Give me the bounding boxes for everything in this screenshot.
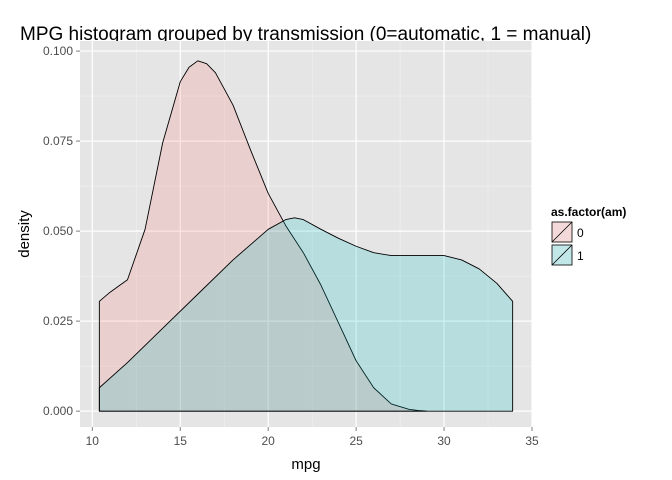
y-tick-label: 0.025 bbox=[43, 314, 73, 328]
y-axis-label: density bbox=[16, 210, 33, 258]
density-areas bbox=[98, 60, 514, 412]
legend-key-slash-1 bbox=[551, 244, 573, 266]
x-tick-label: 30 bbox=[437, 434, 451, 448]
legend-title: as.factor(am) bbox=[551, 205, 626, 219]
x-tick-label: 20 bbox=[262, 434, 276, 448]
y-tick-label: 0.075 bbox=[43, 134, 73, 148]
legend-label-1: 1 bbox=[577, 249, 584, 263]
legend: as.factor(am) 0 1 bbox=[550, 205, 626, 267]
x-tick-label: 15 bbox=[174, 434, 188, 448]
legend-label-0: 0 bbox=[577, 226, 584, 240]
x-tick-label: 10 bbox=[86, 434, 100, 448]
legend-key-slash-0 bbox=[551, 221, 573, 243]
density-area-1 bbox=[98, 217, 514, 412]
x-axis-label: mpg bbox=[291, 456, 320, 473]
y-tick-label: 0.100 bbox=[43, 44, 73, 58]
chart-title: MPG histogram grouped by transmission (0… bbox=[20, 24, 591, 45]
legend-item-0: 0 bbox=[550, 220, 584, 244]
minor-gridlines bbox=[80, 41, 532, 427]
x-tick-label: 35 bbox=[525, 434, 539, 448]
y-tick-label: 0.050 bbox=[43, 224, 73, 238]
legend-item-1: 1 bbox=[550, 243, 584, 267]
axis-ticks: 10 15 20 25 30 35 0.000 0.025 0.050 0.075 0.100 bbox=[43, 44, 539, 448]
x-tick-label: 25 bbox=[349, 434, 363, 448]
plot-panel bbox=[80, 41, 532, 427]
density-area-0 bbox=[98, 60, 427, 412]
y-tick-label: 0.000 bbox=[43, 404, 73, 418]
